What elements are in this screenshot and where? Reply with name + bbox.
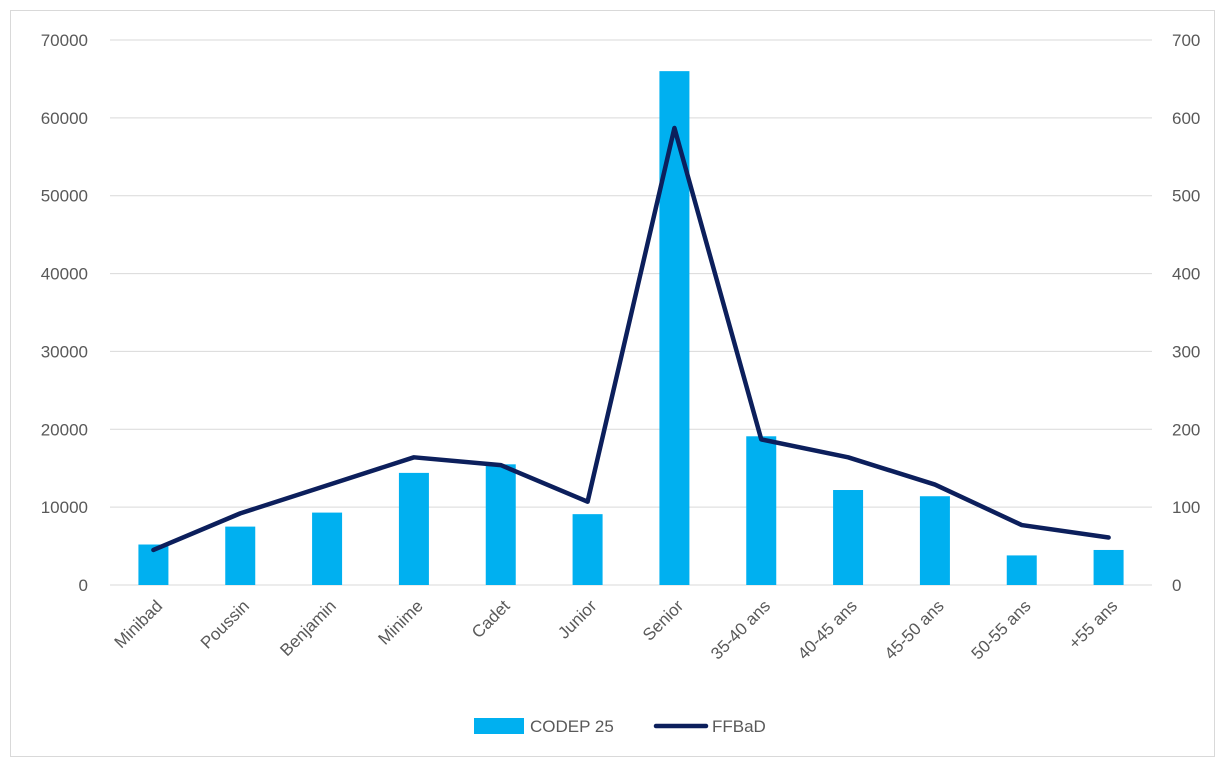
legend-swatch-codep (474, 718, 524, 734)
y-right-tick-label: 100 (1172, 498, 1200, 517)
y-right-tick-label: 600 (1172, 109, 1200, 128)
x-tick-label: 45-50 ans (881, 596, 948, 663)
bar (1006, 555, 1037, 585)
x-tick-label: Senior (639, 596, 687, 644)
bar (572, 514, 603, 585)
y-right-tick-label: 0 (1172, 576, 1181, 595)
y-right-tick-label: 400 (1172, 265, 1200, 284)
y-left-tick-label: 70000 (41, 31, 88, 50)
bar (312, 512, 343, 585)
y-left-tick-label: 40000 (41, 265, 88, 284)
y-right-tick-label: 700 (1172, 31, 1200, 50)
x-tick-label: Cadet (468, 596, 514, 642)
bar (746, 436, 777, 585)
y-left-tick-label: 0 (79, 576, 88, 595)
x-tick-label: 50-55 ans (968, 596, 1035, 663)
x-tick-label: 40-45 ans (794, 596, 861, 663)
bar (833, 490, 864, 585)
x-tick-label: Minime (375, 596, 427, 648)
y-right-tick-label: 500 (1172, 187, 1200, 206)
y-left-tick-label: 10000 (41, 498, 88, 517)
x-tick-label: Minibad (111, 596, 167, 652)
y-axis-right: 0 100 200 300 400 500 600 700 (1172, 31, 1200, 595)
x-tick-label: 35-40 ans (707, 596, 774, 663)
bar (398, 472, 429, 585)
y-right-tick-label: 200 (1172, 420, 1200, 439)
y-right-tick-label: 300 (1172, 342, 1200, 361)
y-left-tick-label: 60000 (41, 109, 88, 128)
x-tick-label: +55 ans (1065, 596, 1122, 653)
legend: CODEP 25 FFBaD (474, 717, 766, 736)
bar (659, 71, 690, 585)
y-axis-left: 0 10000 20000 30000 40000 50000 60000 70000 (41, 31, 88, 595)
y-left-tick-label: 50000 (41, 187, 88, 206)
legend-label-ffbad: FFBaD (712, 717, 766, 736)
bar-series-codep (138, 71, 1124, 585)
bar (1093, 549, 1124, 585)
y-left-tick-label: 20000 (41, 420, 88, 439)
x-tick-label: Benjamin (276, 596, 340, 660)
y-left-tick-label: 30000 (41, 342, 88, 361)
bar (919, 496, 950, 585)
bar (225, 526, 256, 585)
line-series-ffbad (151, 125, 1111, 553)
chart-frame (10, 10, 1215, 757)
series-line (151, 125, 1111, 553)
x-tick-label: Junior (554, 596, 600, 642)
legend-label-codep: CODEP 25 (530, 717, 614, 736)
bar (485, 464, 516, 585)
x-axis: Minibad Poussin Benjamin Minime Cadet Junior S… (111, 596, 1122, 663)
x-tick-label: Poussin (197, 596, 253, 652)
